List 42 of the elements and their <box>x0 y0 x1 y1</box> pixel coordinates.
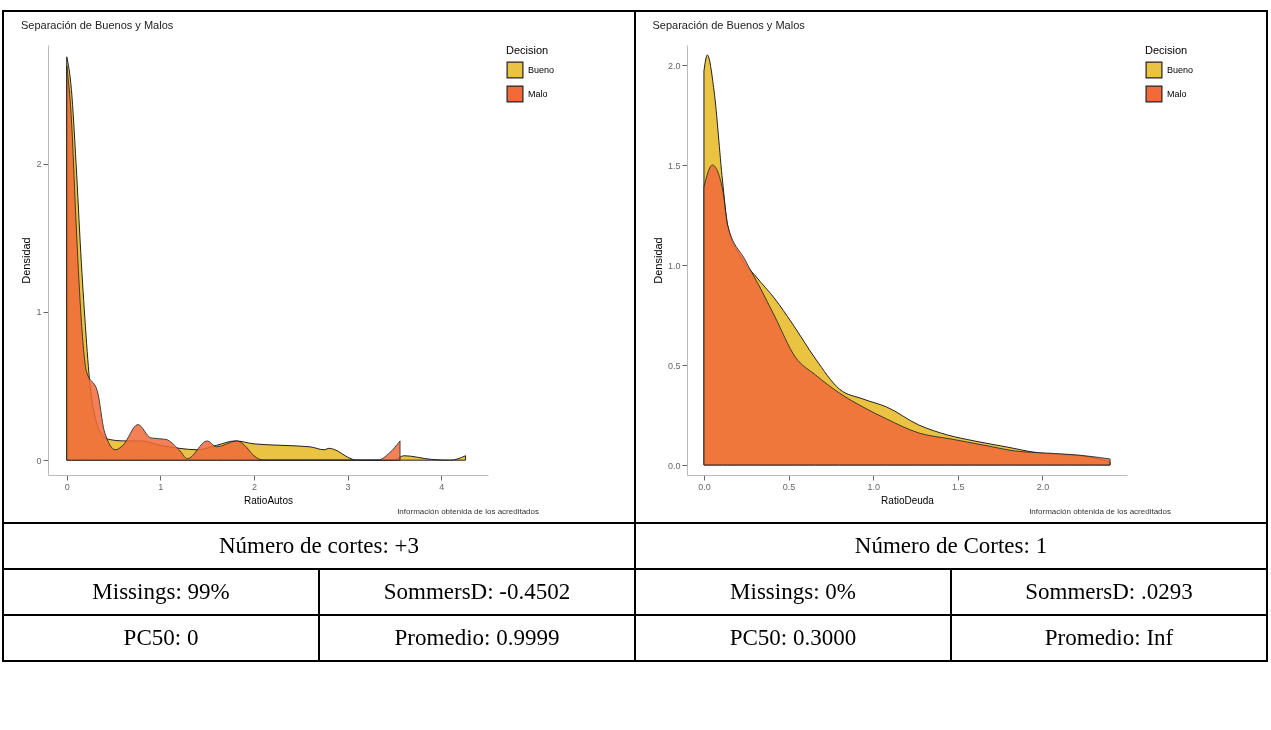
text: Número de cortes: +3 <box>4 524 634 568</box>
x-tick-label: 0.5 <box>782 481 796 492</box>
text: Número de Cortes: 1 <box>636 524 1266 568</box>
text: PC50: 0 <box>122 624 200 652</box>
y-tick-label: 0.0 <box>667 460 681 471</box>
legend-label: Malo <box>1167 89 1187 99</box>
legend-label: Malo <box>528 89 548 99</box>
y-tick-label: 0.5 <box>667 360 681 371</box>
x-tick-label: 0 <box>64 481 70 492</box>
x-tick-label: 2 <box>251 481 257 492</box>
x-tick-label: 4 <box>439 481 445 492</box>
text: Información obtenida de los acreditados <box>1029 507 1171 516</box>
x-tick-label: 1 <box>158 481 164 492</box>
x-tick-label: 2.0 <box>1036 481 1050 492</box>
chart-title: Separación de Buenos y Malos <box>20 19 174 31</box>
text: Promedio: Inf <box>950 616 1266 660</box>
y-axis-title: Densidad <box>20 237 33 284</box>
x-tick-label: 3 <box>345 481 351 492</box>
x-axis-title: RatioDeuda <box>881 494 935 506</box>
y-tick-label: 2 <box>36 159 42 170</box>
text: PC50: 0.3000 <box>728 624 858 652</box>
text: Promedio: 0.9999 <box>318 616 634 660</box>
y-tick-label: 1.5 <box>667 160 681 171</box>
y-tick-label: 0 <box>36 455 42 466</box>
y-tick-label: 2.0 <box>667 60 681 71</box>
legend-label: Bueno <box>1167 65 1194 75</box>
legend-title: Decision <box>1145 44 1188 56</box>
x-axis-title: RatioAutos <box>244 494 293 506</box>
legend-label: Bueno <box>528 65 555 75</box>
text: SommersD: -0.4502 <box>318 570 634 614</box>
x-tick-label: 1.0 <box>867 481 880 492</box>
text: Información obtenida de los acreditados <box>397 507 539 516</box>
text: SommersD: .0293 <box>950 570 1266 614</box>
y-tick-label: 1.0 <box>667 260 681 271</box>
text: Missings: 0% <box>729 578 857 606</box>
text: Missings: 99% <box>91 578 231 606</box>
x-tick-label: 1.5 <box>952 481 965 492</box>
y-axis-title: Densidad <box>651 237 664 284</box>
y-tick-label: 1 <box>36 307 42 318</box>
chart-title: Separación de Buenos y Malos <box>652 19 806 31</box>
x-tick-label: 0.0 <box>698 481 711 492</box>
legend-title: Decision <box>506 44 549 56</box>
